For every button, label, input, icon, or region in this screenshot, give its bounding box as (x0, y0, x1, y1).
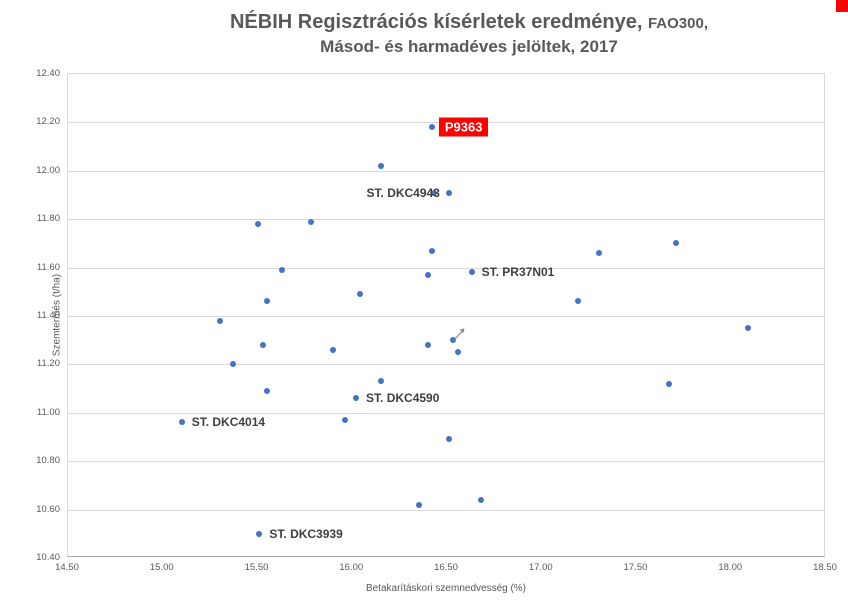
data-point[interactable] (256, 530, 263, 537)
y-tick-label: 11.80 (36, 213, 60, 225)
data-point[interactable] (595, 250, 602, 257)
x-tick-label: 17.50 (623, 562, 648, 573)
gridline (68, 461, 824, 462)
y-tick-label: 10.80 (36, 455, 60, 467)
y-tick-label: 12.40 (36, 68, 60, 79)
x-tick-label: 14.50 (55, 562, 79, 573)
x-tick-label: 18.50 (813, 562, 837, 573)
plot-area: P9363 ST. DKC4943 ST. PR37N01 ST. DKC4590 ST… (67, 73, 825, 557)
record-indicator-fragment (836, 0, 848, 12)
data-point[interactable] (254, 221, 261, 228)
data-point[interactable] (178, 419, 185, 426)
data-point[interactable] (445, 436, 452, 443)
data-point[interactable] (449, 337, 456, 344)
data-point[interactable] (229, 361, 236, 368)
y-tick-label: 11.20 (36, 358, 60, 370)
x-tick-label: 15.00 (149, 562, 174, 573)
data-point[interactable] (745, 325, 752, 332)
x-tick-label: 16.50 (434, 562, 458, 573)
chart-title-main-text: NÉBIH Regisztrációs kísérletek eredménye… (229, 11, 643, 33)
data-point[interactable] (415, 501, 422, 508)
data-point[interactable] (673, 240, 680, 247)
data-point[interactable] (574, 298, 581, 305)
data-point[interactable] (468, 269, 475, 276)
gridline (68, 413, 824, 414)
data-label[interactable]: ST. PR37N01 (481, 265, 555, 280)
gridline (68, 268, 824, 269)
chart-title-line2: Másod- és harmadéves jelöltek, 2017 (320, 37, 618, 56)
data-point[interactable] (216, 317, 223, 324)
data-point[interactable] (455, 349, 462, 356)
data-point[interactable] (307, 218, 314, 225)
chart-title-fao-segment: FAO300, (647, 15, 708, 32)
data-point[interactable] (356, 291, 363, 298)
chart-title: NÉBIH Regisztrációs kísérletek eredménye… (90, 10, 848, 57)
data-point[interactable] (665, 380, 672, 387)
x-tick-label: 18.00 (718, 562, 743, 573)
data-label[interactable]: ST. DKC4590 (366, 391, 440, 406)
data-point[interactable] (353, 395, 360, 402)
gridline (68, 510, 824, 511)
data-point[interactable] (445, 189, 452, 196)
data-label[interactable]: ST. DKC4943 (366, 185, 440, 200)
data-point[interactable] (478, 496, 485, 503)
y-tick-label: 11.60 (36, 261, 60, 273)
mouse-cursor-icon (453, 328, 465, 341)
gridline (68, 316, 824, 317)
data-label[interactable]: ST. DKC4014 (191, 415, 266, 430)
y-tick-label: 10.40 (36, 552, 60, 563)
y-tick-label: 12.20 (36, 116, 60, 128)
y-tick-label: 10.60 (36, 503, 60, 515)
data-point[interactable] (430, 189, 437, 196)
data-point[interactable] (425, 271, 432, 278)
data-point[interactable] (425, 342, 432, 349)
data-point[interactable] (263, 388, 270, 395)
highlighted-data-label[interactable]: P9363 (438, 117, 489, 137)
x-tick-label: 16.00 (339, 562, 364, 573)
x-tick-label: 17.00 (528, 562, 553, 573)
data-point[interactable] (377, 378, 384, 385)
gridline (68, 219, 824, 220)
data-point[interactable] (428, 124, 435, 131)
gridline (68, 364, 824, 365)
x-tick-label: 15.50 (244, 562, 269, 573)
data-point[interactable] (260, 342, 267, 349)
chart-title-line1: NÉBIH Regisztrációs kísérletek eredménye… (90, 10, 848, 35)
data-point[interactable] (279, 267, 286, 274)
gridline (68, 171, 824, 172)
data-label[interactable]: ST. DKC3939 (269, 526, 343, 541)
data-point[interactable] (428, 247, 435, 254)
x-axis-title: Betakarításkori szemnedvesség (%) (365, 583, 527, 594)
data-point[interactable] (263, 298, 270, 305)
y-tick-label: 11.00 (36, 406, 60, 418)
data-point[interactable] (377, 162, 384, 169)
data-point[interactable] (341, 417, 348, 424)
data-point[interactable] (330, 346, 337, 353)
y-tick-label: 11.40 (36, 310, 60, 321)
y-tick-label: 12.00 (36, 164, 60, 176)
